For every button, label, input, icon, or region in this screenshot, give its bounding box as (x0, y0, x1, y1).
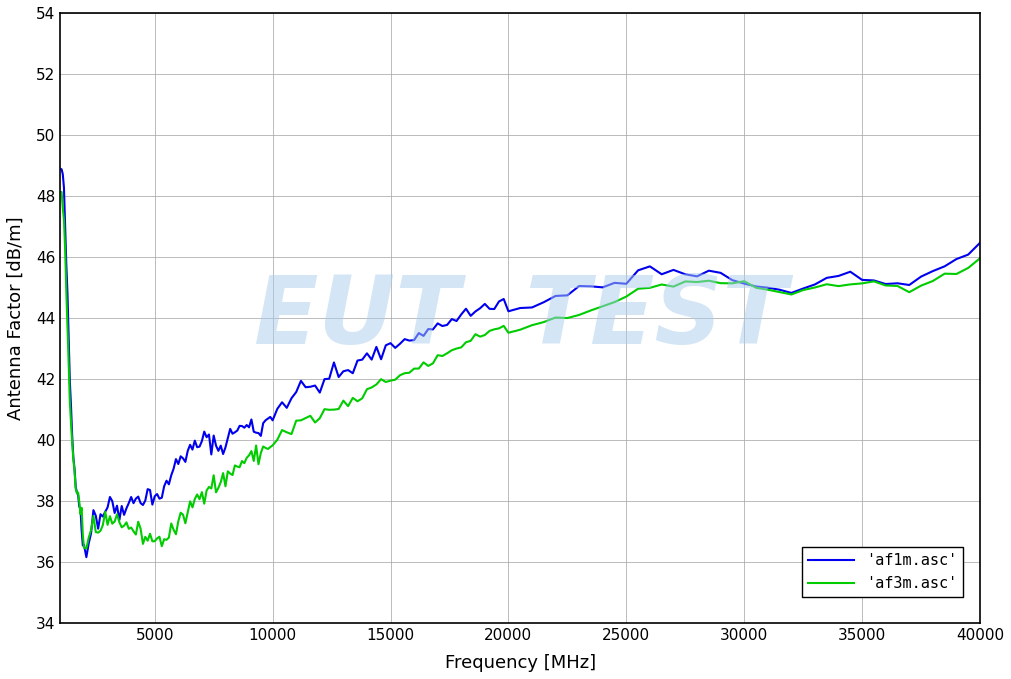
'af1m.asc' (974, 239, 986, 247)
'af3m.asc' (295, 416, 307, 424)
'af3m.asc' (446, 346, 458, 354)
'af3m.asc' (474, 333, 486, 341)
'af1m.asc' (441, 320, 453, 329)
Line: 'af1m.asc': 'af1m.asc' (61, 169, 980, 557)
Y-axis label: Antenna Factor [dB/m]: Antenna Factor [dB/m] (7, 216, 25, 420)
'af1m.asc' (469, 308, 481, 316)
'af1m.asc' (80, 553, 92, 562)
'af3m.asc' (427, 359, 439, 367)
'af3m.asc' (56, 188, 68, 196)
'af1m.asc' (408, 336, 421, 344)
'af3m.asc' (125, 524, 137, 532)
Legend: 'af1m.asc', 'af3m.asc': 'af1m.asc', 'af3m.asc' (802, 547, 963, 597)
'af1m.asc' (290, 388, 302, 396)
'af3m.asc' (55, 188, 67, 196)
'af1m.asc' (423, 325, 435, 333)
X-axis label: Frequency [MHz]: Frequency [MHz] (445, 654, 595, 672)
'af3m.asc' (80, 545, 92, 553)
Text: EUT  TEST: EUT TEST (254, 272, 787, 364)
'af3m.asc' (974, 254, 986, 262)
'af1m.asc' (122, 499, 134, 507)
Line: 'af3m.asc': 'af3m.asc' (61, 192, 980, 549)
'af3m.asc' (412, 365, 425, 373)
'af1m.asc' (55, 165, 67, 173)
